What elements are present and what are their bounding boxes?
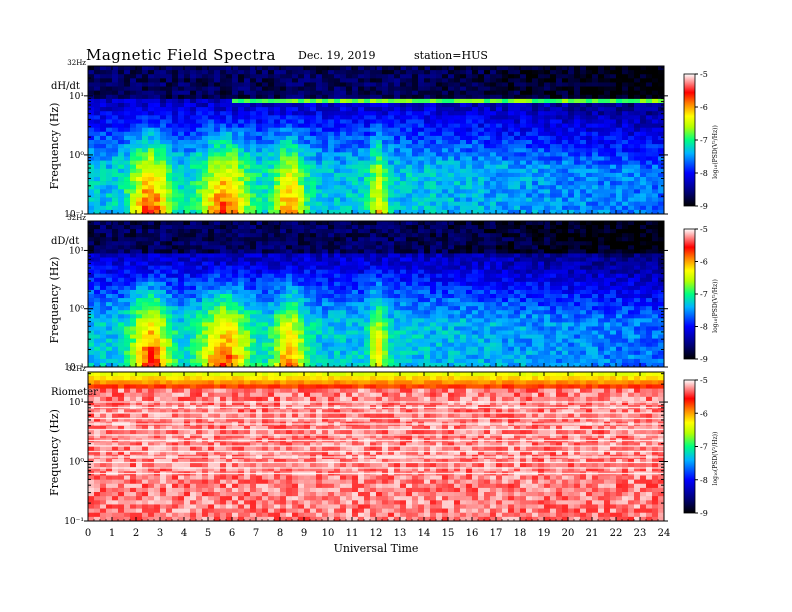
colorbar-tick-label: -6: [700, 258, 708, 267]
figure-title: Magnetic Field Spectra: [86, 46, 276, 64]
x-tick-label: 23: [634, 528, 647, 539]
x-tick-label: 8: [277, 528, 283, 539]
colorbar-tick-label: -9: [700, 509, 708, 518]
x-tick-label: 12: [370, 528, 383, 539]
colorbar-tick-label: -8: [700, 476, 708, 485]
colorbar: [683, 73, 696, 207]
colorbar-tick-label: -5: [700, 70, 708, 79]
colorbar-label: log₁₀(PSD(V²/Hz)): [712, 125, 719, 179]
colorbar-tick-label: -9: [700, 202, 708, 211]
x-tick-label: 17: [490, 528, 503, 539]
x-tick-label: 3: [157, 528, 163, 539]
spectrogram-heatmap: [88, 372, 665, 522]
panel-dhdt: 10⁻¹ 10⁰ 10¹ 32Hz dH/dt Frequency (Hz) -5 -6 -7 -…: [48, 59, 719, 220]
x-tick-label: 18: [514, 528, 527, 539]
colorbar-tick-label: -8: [700, 323, 708, 332]
colorbar: [683, 379, 696, 514]
figure-date: Dec. 19, 2019: [298, 49, 376, 62]
colorbar-tick-label: -7: [700, 290, 708, 299]
y-tick-label: 10¹: [69, 246, 84, 256]
colorbar-tick-label: -8: [700, 169, 708, 178]
colorbar-tick-label: -5: [700, 376, 708, 385]
colorbar-label: log₁₀(PSD(V²/Hz)): [712, 279, 719, 333]
x-tick-label: 22: [610, 528, 623, 539]
x-tick-label: 20: [562, 528, 575, 539]
panel-riometer: 10⁻¹ 10⁰ 10¹ 32Hz Riometer Frequency (Hz) -5 -6…: [48, 365, 719, 527]
x-tick-label: 13: [394, 528, 407, 539]
panel-label: Riometer: [51, 387, 98, 398]
top-frequency-label: 32Hz: [67, 214, 86, 222]
x-tick-label: 15: [442, 528, 455, 539]
x-tick-label: 10: [322, 528, 335, 539]
y-tick-label: 10¹: [69, 398, 84, 408]
colorbar-tick-label: -6: [700, 103, 708, 112]
y-tick-label: 10⁻¹: [64, 210, 84, 220]
x-tick-label: 6: [229, 528, 235, 539]
colorbar-tick-label: -7: [700, 136, 708, 145]
x-tick-label: 4: [181, 528, 187, 539]
x-tick-label: 1: [109, 528, 115, 539]
x-tick-label: 5: [205, 528, 211, 539]
colorbar-tick-label: -9: [700, 355, 708, 364]
y-axis-label: Frequency (Hz): [48, 103, 61, 190]
top-frequency-label: 32Hz: [67, 59, 86, 67]
x-tick-label: 24: [658, 528, 671, 539]
panel-label: dH/dt: [51, 81, 80, 92]
spectrogram-heatmap: [88, 66, 665, 215]
x-tick-label: 14: [418, 528, 431, 539]
x-tick-label: 19: [538, 528, 551, 539]
figure-station: station=HUS: [414, 49, 488, 62]
x-tick-label: 9: [301, 528, 307, 539]
y-tick-label: 10⁰: [69, 305, 84, 315]
panel-label: dD/dt: [51, 236, 79, 247]
colorbar-label: log₁₀(PSD(V²/Hz)): [712, 432, 719, 486]
y-tick-label: 10⁻¹: [64, 517, 84, 527]
panel-dddt: 10⁻¹ 10⁰ 10¹ 32Hz dD/dt Frequency (Hz) -5 -6 -7 -…: [48, 214, 719, 373]
y-axis-label: Frequency (Hz): [48, 257, 61, 344]
x-tick-label: 21: [586, 528, 599, 539]
spectrogram-heatmap: [88, 221, 665, 368]
x-tick-label: 16: [466, 528, 479, 539]
x-tick-label: 2: [133, 528, 139, 539]
x-tick-label: 7: [253, 528, 259, 539]
y-tick-label: 10⁰: [69, 151, 84, 161]
top-frequency-label: 32Hz: [67, 365, 86, 373]
x-tick-label: 11: [346, 528, 359, 539]
y-tick-label: 10¹: [69, 92, 84, 102]
y-tick-label: 10⁰: [69, 458, 84, 468]
colorbar-tick-label: -6: [700, 409, 708, 418]
y-tick-label: 10⁻¹: [64, 363, 84, 373]
colorbar-tick-label: -5: [700, 225, 708, 234]
colorbar-tick-label: -7: [700, 443, 708, 452]
y-axis-label: Frequency (Hz): [48, 409, 61, 496]
colorbar: [683, 228, 696, 360]
x-tick-label: 0: [85, 528, 91, 539]
x-axis-label: Universal Time: [334, 542, 419, 555]
